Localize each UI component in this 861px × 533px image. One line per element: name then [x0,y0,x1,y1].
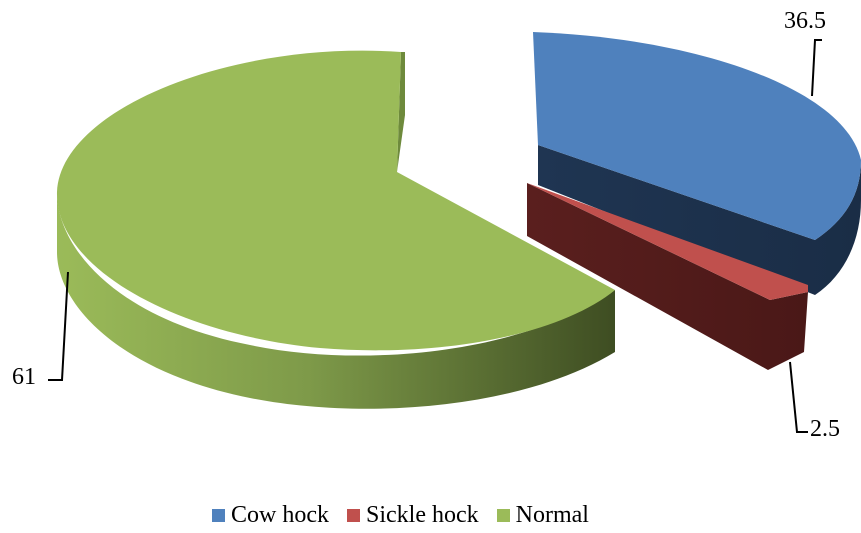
data-label-sickle-hock: 2.5 [810,416,840,442]
slice-normal-top [56,50,616,351]
legend-label-cow-hock: Cow hock [231,502,329,528]
legend-label-sickle-hock: Sickle hock [366,502,479,528]
slice-normal[interactable] [56,50,616,409]
slice-normal-inner-wall [397,52,405,172]
data-label-normal: 61 [12,364,36,390]
slice-cow-hock-top [533,32,861,240]
legend-item-cow-hock[interactable]: Cow hock [212,502,329,529]
legend-item-normal[interactable]: Normal [496,502,589,529]
legend-label-normal: Normal [515,502,589,528]
data-label-cow-hock: 36.5 [784,8,826,34]
slice-cow-hock[interactable] [533,32,861,295]
legend: Cow hock Sickle hock Normal [212,502,607,529]
legend-swatch-cow-hock [212,509,225,522]
leader-line-sickle-hock [789,361,808,433]
leader-line-cow-hock [811,39,822,97]
legend-swatch-normal [496,509,510,522]
slice-sickle-hock[interactable] [527,183,808,370]
leader-line-normal [48,271,69,381]
legend-item-sickle-hock[interactable]: Sickle hock [347,502,479,529]
slice-normal-side [57,192,615,409]
slice-sickle-hock-side [527,183,808,370]
legend-swatch-sickle-hock [347,509,360,522]
slice-sickle-hock-top [527,183,808,300]
slice-cow-hock-side [538,145,861,295]
